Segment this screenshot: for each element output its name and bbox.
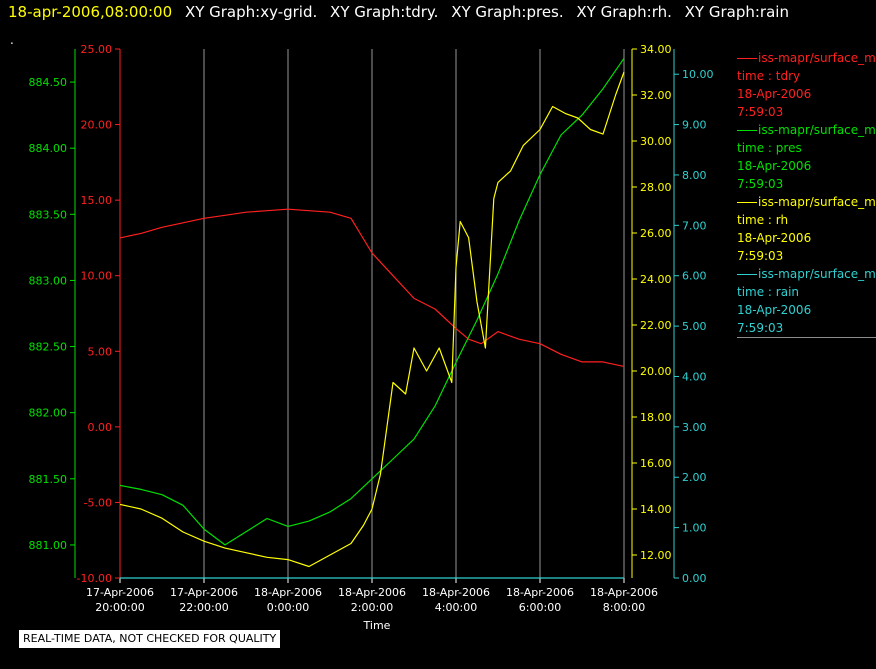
y-tick-label-rain: 0.00 <box>682 572 707 585</box>
legend-time-pres: 7:59:03 <box>737 177 784 191</box>
x-tick-label-time: 8:00:00 <box>603 601 645 614</box>
legend-source-text: iss-mapr/surface_m <box>758 123 876 137</box>
legend-date-tdry: 18-Apr-2006 <box>737 87 812 101</box>
y-tick-label-rh: 24.00 <box>640 273 672 286</box>
y-tick-label-tdry: 25.00 <box>81 43 113 56</box>
legend-entry-rh: iss-mapr/surface_m time : rh 18-Apr-2006… <box>737 193 876 265</box>
y-tick-label-rh: 30.00 <box>640 135 672 148</box>
line-swatch-icon <box>737 202 757 203</box>
legend-source-text: iss-mapr/surface_m <box>758 267 876 281</box>
y-tick-label-rain: 2.00 <box>682 471 707 484</box>
x-tick-label-date: 18-Apr-2006 <box>506 586 574 599</box>
y-tick-label-rain: 5.00 <box>682 320 707 333</box>
y-tick-label-rain: 6.00 <box>682 270 707 283</box>
legend-time-tdry: 7:59:03 <box>737 105 784 119</box>
x-tick-label-date: 17-Apr-2006 <box>170 586 238 599</box>
legend-entry-pres: iss-mapr/surface_m time : pres 18-Apr-20… <box>737 121 876 193</box>
y-tick-label-rain: 3.00 <box>682 421 707 434</box>
y-tick-label-tdry: 20.00 <box>81 119 113 132</box>
y-tick-label-rain: 8.00 <box>682 169 707 182</box>
x-tick-label-time: 22:00:00 <box>179 601 228 614</box>
y-tick-label-pres: 881.00 <box>29 539 68 552</box>
line-swatch-icon <box>737 58 757 59</box>
x-axis-label: Time <box>363 619 391 632</box>
legend-source-pres: iss-mapr/surface_m <box>737 121 876 139</box>
title-graph-rh: XY Graph:rh. <box>576 3 672 21</box>
x-tick-label-date: 18-Apr-2006 <box>590 586 658 599</box>
y-tick-label-tdry: -10.00 <box>77 572 112 585</box>
y-tick-label-tdry: 10.00 <box>81 270 113 283</box>
y-tick-label-rh: 22.00 <box>640 319 672 332</box>
legend-source-text: iss-mapr/surface_m <box>758 195 876 209</box>
x-tick-label-time: 6:00:00 <box>519 601 561 614</box>
y-tick-label-rh: 32.00 <box>640 89 672 102</box>
legend-var-pres: time : pres <box>737 141 802 155</box>
y-tick-label-rain: 1.00 <box>682 522 707 535</box>
y-tick-label-pres: 884.00 <box>29 142 68 155</box>
x-tick-label-time: 2:00:00 <box>351 601 393 614</box>
y-tick-label-pres: 884.50 <box>29 76 68 89</box>
y-tick-label-pres: 882.00 <box>29 407 68 420</box>
title-bar: 18-apr-2006,08:00:00 XY Graph:xy-grid. X… <box>8 3 789 21</box>
title-graph-tdry: XY Graph:tdry. <box>330 3 439 21</box>
legend-entry-rain: iss-mapr/surface_m time : rain 18-Apr-20… <box>737 265 876 338</box>
y-tick-label-tdry: 15.00 <box>81 194 113 207</box>
y-tick-label-rh: 14.00 <box>640 503 672 516</box>
legend-source-rain: iss-mapr/surface_m <box>737 265 876 283</box>
legend-time-rh: 7:59:03 <box>737 249 784 263</box>
y-tick-label-rh: 12.00 <box>640 549 672 562</box>
legend-time-rain: 7:59:03 <box>737 321 784 335</box>
y-tick-label-rain: 4.00 <box>682 370 707 383</box>
legend-var-rh: time : rh <box>737 213 789 227</box>
y-tick-label-tdry: -5.00 <box>84 496 112 509</box>
legend-divider <box>737 337 876 338</box>
y-tick-label-pres: 883.00 <box>29 274 68 287</box>
y-tick-label-pres: 882.50 <box>29 341 68 354</box>
legend-var-rain: time : rain <box>737 285 800 299</box>
y-tick-label-rain: 10.00 <box>682 68 714 81</box>
y-tick-label-rh: 16.00 <box>640 457 672 470</box>
y-tick-label-rh: 34.00 <box>640 43 672 56</box>
legend-source-text: iss-mapr/surface_m <box>758 51 876 65</box>
title-graph-xy-grid: XY Graph:xy-grid. <box>184 3 318 21</box>
x-tick-label-date: 18-Apr-2006 <box>338 586 406 599</box>
y-tick-label-rh: 18.00 <box>640 411 672 424</box>
title-graph-pres: XY Graph:pres. <box>451 3 564 21</box>
stray-mark: . <box>10 33 14 47</box>
legend-entry-tdry: iss-mapr/surface_m time : tdry 18-Apr-20… <box>737 49 876 121</box>
y-tick-label-rh: 26.00 <box>640 227 672 240</box>
x-tick-label-time: 4:00:00 <box>435 601 477 614</box>
line-swatch-icon <box>737 274 757 275</box>
x-tick-label-date: 18-Apr-2006 <box>422 586 490 599</box>
title-graph-rain: XY Graph:rain <box>684 3 789 21</box>
x-tick-label-date: 18-Apr-2006 <box>254 586 322 599</box>
x-tick-label-date: 17-Apr-2006 <box>86 586 154 599</box>
y-tick-label-rh: 28.00 <box>640 181 672 194</box>
legend-date-rain: 18-Apr-2006 <box>737 303 812 317</box>
series-line-rh <box>119 71 625 568</box>
quality-disclaimer: REAL-TIME DATA, NOT CHECKED FOR QUALITY <box>19 630 281 648</box>
y-tick-label-rain: 7.00 <box>682 219 707 232</box>
line-swatch-icon <box>737 130 757 131</box>
series-line-tdry <box>119 208 625 367</box>
x-tick-label-time: 0:00:00 <box>267 601 309 614</box>
y-tick-label-tdry: 0.00 <box>88 421 113 434</box>
series-line-pres <box>119 57 625 546</box>
y-tick-label-pres: 881.50 <box>29 473 68 486</box>
y-tick-label-pres: 883.50 <box>29 208 68 221</box>
y-tick-label-tdry: 5.00 <box>88 345 113 358</box>
legend-date-rh: 18-Apr-2006 <box>737 231 812 245</box>
legend-var-tdry: time : tdry <box>737 69 801 83</box>
y-tick-label-rh: 20.00 <box>640 365 672 378</box>
y-tick-label-rain: 9.00 <box>682 119 707 132</box>
legend-date-pres: 18-Apr-2006 <box>737 159 812 173</box>
x-tick-label-time: 20:00:00 <box>95 601 144 614</box>
legend-source-tdry: iss-mapr/surface_m <box>737 49 876 67</box>
title-timestamp: 18-apr-2006,08:00:00 <box>8 3 173 21</box>
legend-source-rh: iss-mapr/surface_m <box>737 193 876 211</box>
